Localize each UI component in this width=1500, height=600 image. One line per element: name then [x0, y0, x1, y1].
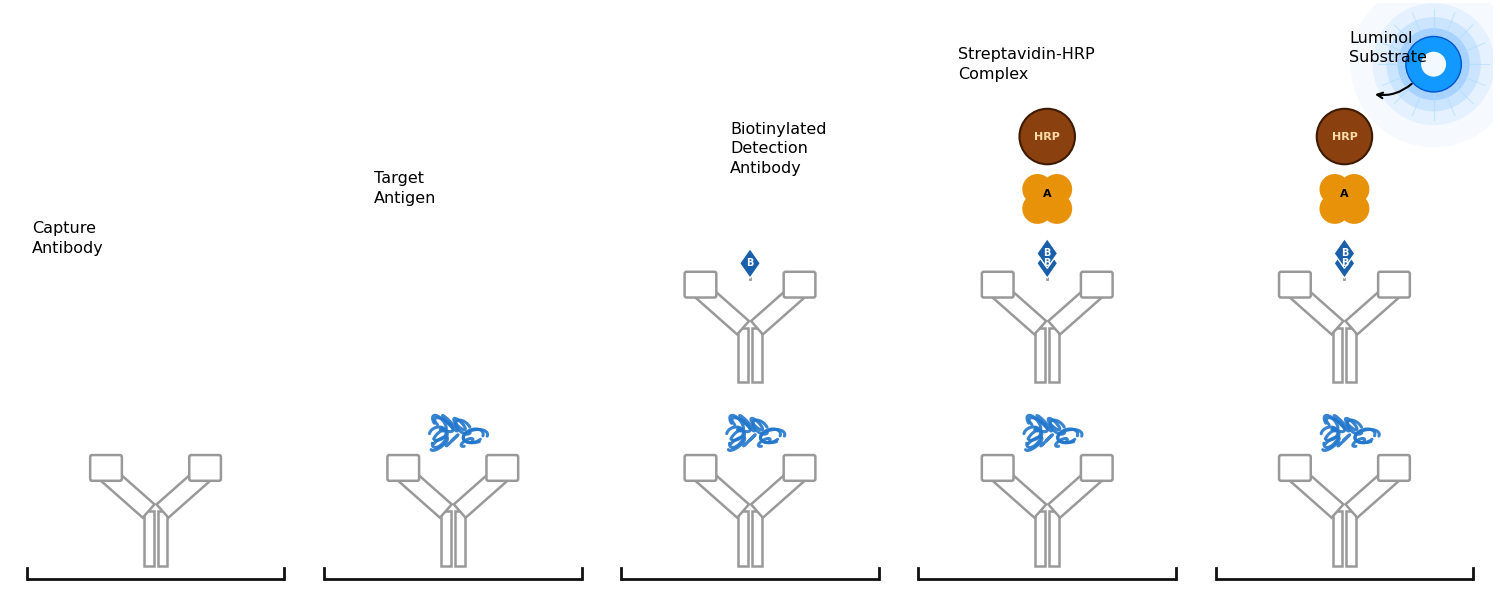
Circle shape: [1372, 3, 1494, 125]
Polygon shape: [740, 248, 760, 278]
Circle shape: [1406, 37, 1461, 92]
Bar: [1332, 511, 1342, 566]
FancyBboxPatch shape: [684, 272, 717, 298]
FancyBboxPatch shape: [783, 272, 816, 298]
Bar: [1048, 328, 1059, 382]
FancyBboxPatch shape: [90, 455, 122, 481]
Text: B: B: [1341, 259, 1348, 268]
Text: B: B: [1044, 259, 1052, 268]
Circle shape: [1350, 0, 1500, 148]
Bar: [1035, 511, 1046, 566]
Polygon shape: [992, 283, 1045, 334]
FancyBboxPatch shape: [1280, 272, 1311, 298]
Bar: [1332, 328, 1342, 382]
Bar: [1347, 511, 1356, 566]
Text: B: B: [1044, 248, 1052, 259]
Text: A: A: [1042, 189, 1052, 199]
FancyBboxPatch shape: [1378, 272, 1410, 298]
Polygon shape: [1334, 248, 1354, 278]
Bar: [1347, 328, 1356, 382]
Polygon shape: [100, 467, 154, 518]
FancyBboxPatch shape: [1280, 455, 1311, 481]
Bar: [1035, 328, 1046, 382]
Text: B: B: [1341, 248, 1348, 259]
Polygon shape: [1048, 283, 1102, 334]
Text: Luminol
Substrate: Luminol Substrate: [1350, 31, 1428, 65]
Bar: [158, 511, 168, 566]
FancyBboxPatch shape: [486, 455, 518, 481]
Bar: [1048, 511, 1059, 566]
Polygon shape: [1346, 467, 1400, 518]
FancyBboxPatch shape: [684, 455, 717, 481]
FancyBboxPatch shape: [783, 455, 816, 481]
FancyBboxPatch shape: [1082, 272, 1113, 298]
Polygon shape: [752, 467, 806, 518]
FancyBboxPatch shape: [189, 455, 220, 481]
Bar: [752, 511, 762, 566]
Polygon shape: [752, 283, 806, 334]
Circle shape: [1420, 52, 1446, 77]
Text: Biotinylated
Detection
Antibody: Biotinylated Detection Antibody: [730, 122, 827, 176]
Polygon shape: [398, 467, 451, 518]
Polygon shape: [992, 467, 1045, 518]
Polygon shape: [1334, 239, 1354, 268]
Bar: [752, 328, 762, 382]
Polygon shape: [1048, 467, 1102, 518]
Polygon shape: [694, 283, 748, 334]
FancyBboxPatch shape: [982, 455, 1014, 481]
Bar: [441, 511, 452, 566]
Text: A: A: [1340, 189, 1348, 199]
Bar: [738, 511, 748, 566]
Circle shape: [1020, 109, 1076, 164]
Polygon shape: [694, 467, 748, 518]
Polygon shape: [1036, 248, 1058, 278]
Polygon shape: [1288, 467, 1344, 518]
FancyBboxPatch shape: [1378, 455, 1410, 481]
Polygon shape: [1346, 283, 1400, 334]
Polygon shape: [156, 467, 212, 518]
Text: HRP: HRP: [1332, 131, 1358, 142]
Circle shape: [1398, 28, 1470, 100]
Polygon shape: [1288, 283, 1344, 334]
Polygon shape: [1036, 239, 1058, 268]
FancyBboxPatch shape: [387, 455, 418, 481]
Text: B: B: [747, 259, 753, 268]
Circle shape: [1386, 17, 1480, 112]
Text: Capture
Antibody: Capture Antibody: [32, 221, 104, 256]
Bar: [454, 511, 465, 566]
Bar: [738, 328, 748, 382]
Text: Streptavidin-HRP
Complex: Streptavidin-HRP Complex: [958, 47, 1095, 82]
FancyBboxPatch shape: [1082, 455, 1113, 481]
Text: Target
Antigen: Target Antigen: [374, 171, 436, 206]
FancyBboxPatch shape: [982, 272, 1014, 298]
Text: HRP: HRP: [1035, 131, 1060, 142]
Polygon shape: [454, 467, 509, 518]
Bar: [144, 511, 153, 566]
Circle shape: [1317, 109, 1372, 164]
